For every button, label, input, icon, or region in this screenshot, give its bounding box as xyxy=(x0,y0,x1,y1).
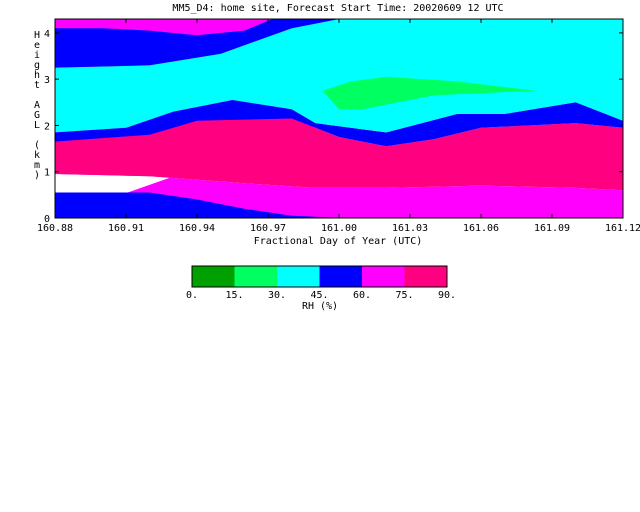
x-axis-label: Fractional Day of Year (UTC) xyxy=(254,236,423,247)
x-tick-label: 160.88 xyxy=(37,223,73,234)
legend-level-label: 75. xyxy=(395,290,413,301)
x-tick-label: 161.00 xyxy=(321,223,357,234)
contour-band-1 xyxy=(55,192,347,218)
contour-band-4 xyxy=(55,19,623,133)
x-axis: 160.88 160.91 160.94 160.97 161.00 161.03 161.… xyxy=(37,19,640,234)
legend-level-label: 45. xyxy=(310,290,328,301)
legend-level-label: 15. xyxy=(225,290,243,301)
legend-level-label: 90. xyxy=(438,290,456,301)
legend-swatch xyxy=(404,266,447,287)
chart-title: MM5_D4: home site, Forecast Start Time: … xyxy=(172,3,503,14)
legend-swatch xyxy=(362,266,405,287)
y-tick-label: 3 xyxy=(44,75,50,86)
x-tick-label: 160.91 xyxy=(108,223,144,234)
legend-swatch xyxy=(192,266,235,287)
x-tick-label: 161.09 xyxy=(534,223,570,234)
legend-frame xyxy=(191,265,448,288)
y-tick-label: 4 xyxy=(44,29,50,40)
x-tick-label: 160.97 xyxy=(250,223,286,234)
legend-level-label: 0. xyxy=(186,290,198,301)
plot-area xyxy=(55,19,623,218)
x-tick-label: 161.12 xyxy=(605,223,640,234)
contour-band-6 xyxy=(322,76,536,110)
contour-band-2 xyxy=(55,118,623,191)
legend-level-label: 30. xyxy=(268,290,286,301)
legend-swatch xyxy=(319,266,362,287)
y-tick-label: 2 xyxy=(44,121,50,132)
legend-swatch xyxy=(234,266,277,287)
legend-level-label: 60. xyxy=(353,290,371,301)
legend-swatch xyxy=(277,266,320,287)
y-axis: 0 1 2 3 4 xyxy=(44,29,623,225)
contour-band-5 xyxy=(55,19,339,68)
x-tick-label: 160.94 xyxy=(179,223,215,234)
legend-title: RH (%) xyxy=(302,301,338,312)
contour-band-3 xyxy=(55,100,623,147)
y-tick-label: 1 xyxy=(44,168,50,179)
y-tick-label: 0 xyxy=(44,214,50,225)
x-tick-label: 161.06 xyxy=(463,223,499,234)
x-tick-label: 161.03 xyxy=(392,223,428,234)
legend-colorbar: 0. 15. 30. 45. 60. 75. 90. xyxy=(186,265,456,301)
